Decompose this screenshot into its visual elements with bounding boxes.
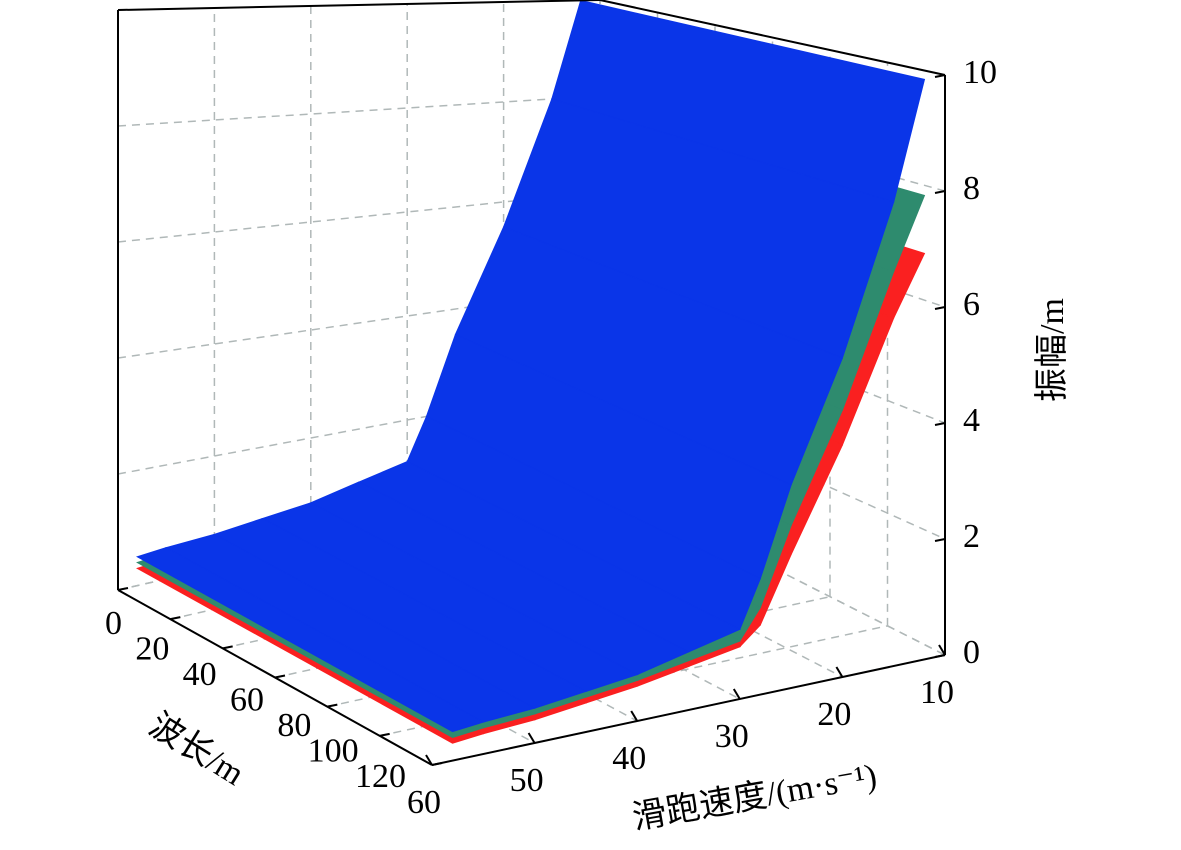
tick-mark (934, 654, 946, 658)
x-tick-label: 40 (612, 740, 646, 777)
y-tick-label: 100 (308, 732, 359, 769)
grid-line (117, 95, 601, 127)
x-tick-label: 10 (920, 674, 954, 711)
grid-line (117, 191, 601, 243)
tick-mark (934, 306, 946, 310)
z-tick-label: 0 (963, 634, 980, 671)
axis-line (431, 654, 946, 766)
x-tick-label: 30 (715, 718, 749, 755)
y-tick-label: 60 (230, 681, 264, 718)
grid-line (117, 287, 601, 359)
axis-line (117, 0, 601, 11)
tick-mark (379, 732, 390, 737)
tick-mark (938, 644, 946, 656)
tick-mark (327, 703, 338, 708)
y-axis-title: 波长/m (143, 706, 251, 793)
tick-mark (934, 74, 946, 78)
y-tick-label: 20 (135, 630, 169, 667)
tick-mark (431, 762, 443, 766)
tick-mark (934, 190, 946, 194)
y-tick-label: 80 (277, 707, 311, 744)
axis-line (599, 0, 946, 76)
x-tick-label: 20 (817, 696, 851, 733)
y-tick-label: 120 (355, 758, 406, 795)
tick-mark (222, 645, 233, 650)
tick-mark (170, 616, 181, 621)
tick-mark (527, 732, 536, 744)
x-tick-label: 50 (510, 762, 544, 799)
tick-mark (117, 587, 129, 591)
z-tick-label: 6 (963, 286, 980, 323)
x-axis-title: 滑跑速度/(m·s⁻¹) (629, 757, 879, 837)
tick-mark (425, 754, 433, 766)
x-tick-label: 60 (407, 784, 441, 821)
y-tick-label: 40 (183, 656, 217, 693)
z-axis-title: 振幅/m (1033, 298, 1071, 402)
y-tick-label: 0 (105, 605, 122, 642)
tick-mark (630, 710, 639, 722)
tick-mark (732, 688, 741, 700)
tick-mark (274, 674, 286, 679)
z-tick-label: 4 (963, 402, 980, 439)
z-tick-label: 10 (963, 54, 997, 91)
tick-mark (934, 422, 946, 426)
surface-patch (136, 547, 485, 733)
tick-mark (934, 538, 946, 542)
surfaces (136, 0, 926, 744)
tick-mark (835, 666, 844, 678)
z-tick-label: 8 (963, 170, 980, 207)
z-tick-label: 2 (963, 518, 980, 555)
